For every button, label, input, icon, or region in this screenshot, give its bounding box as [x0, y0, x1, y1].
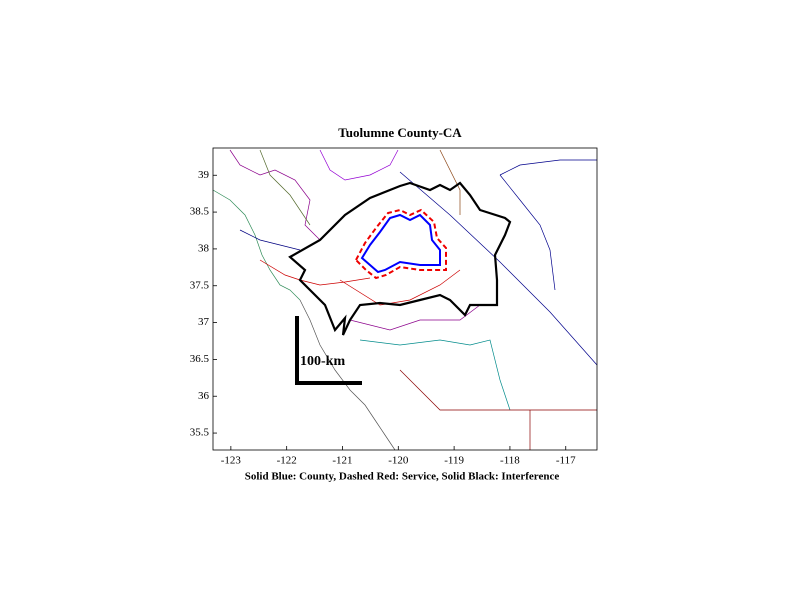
- x-tick-label: -121: [332, 455, 352, 467]
- y-tick-label: 36: [198, 390, 210, 402]
- y-tick-label: 37.5: [190, 279, 210, 291]
- y-tick-label: 36.5: [190, 353, 210, 365]
- service-contour: [354, 208, 447, 280]
- y-tick-label: 37: [198, 316, 210, 328]
- x-tick-label: -119: [444, 455, 464, 467]
- x-axis-label: Solid Blue: County, Dashed Red: Service,…: [245, 471, 560, 483]
- map-title: Tuolumne County-CA: [338, 125, 462, 140]
- y-tick-label: 38: [198, 242, 210, 254]
- axes: -123 -122 -121 -120 -119 -118 -117 35.5 36 36.5 37…: [190, 169, 576, 467]
- scale-bar-label: 100-km: [300, 354, 345, 369]
- scale-bar-line: [295, 316, 362, 385]
- x-tick-label: -122: [277, 455, 297, 467]
- y-tick-label: 39: [198, 169, 210, 181]
- x-tick-label: -117: [556, 455, 576, 467]
- x-tick-label: -123: [221, 455, 242, 467]
- plot-frame: [212, 147, 598, 451]
- background-boundaries: [212, 149, 598, 451]
- y-tick-label: 38.5: [190, 206, 210, 218]
- x-tick-label: -118: [500, 455, 520, 467]
- county-boundary: [360, 213, 441, 274]
- y-tick-label: 35.5: [190, 427, 210, 439]
- x-tick-label: -120: [388, 455, 409, 467]
- interference-contour: [288, 181, 512, 336]
- scale-bar: 100-km: [295, 316, 362, 385]
